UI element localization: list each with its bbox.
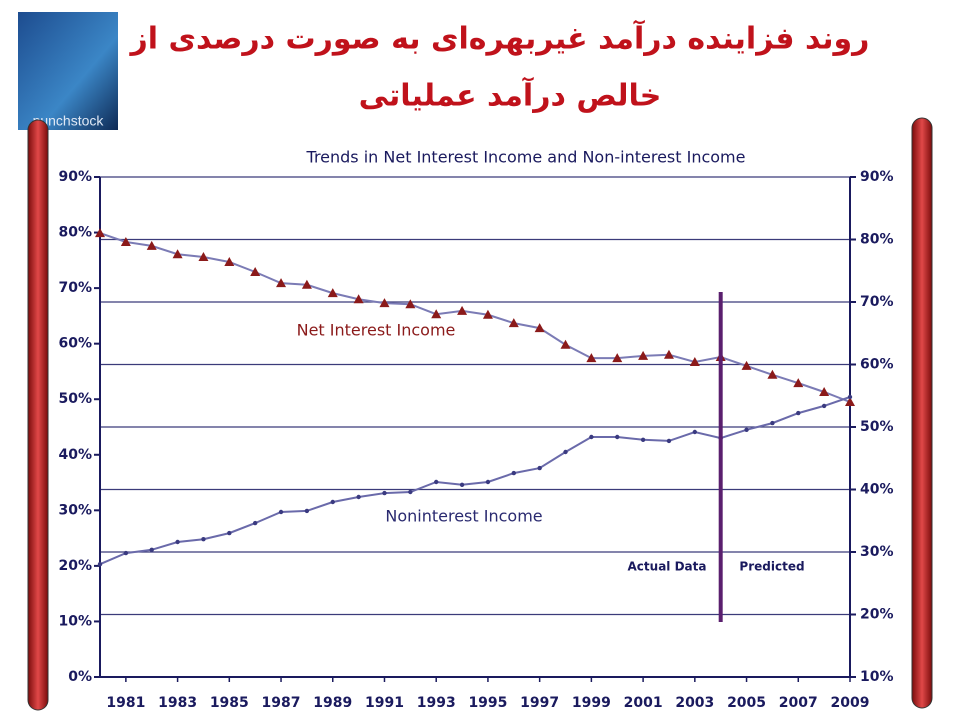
marker (563, 450, 567, 454)
marker (305, 509, 309, 513)
x-tick-label: 2009 (831, 695, 870, 711)
marker (175, 540, 179, 544)
y-tick-label: 10% (58, 613, 92, 629)
marker (693, 430, 697, 434)
x-tick-label: 2005 (727, 695, 766, 711)
y-tick-label: 30% (58, 502, 92, 518)
slide-title: خالص درآمد عملیاتی (359, 77, 662, 114)
annotation: Actual Data (628, 560, 707, 574)
marker (98, 562, 102, 566)
marker (279, 510, 283, 514)
x-tick-label: 1995 (468, 695, 507, 711)
x-tick-label: 1987 (262, 695, 301, 711)
x-tick-label: 1989 (313, 695, 352, 711)
x-tick-label: 1999 (572, 695, 611, 711)
marker (201, 537, 205, 541)
marker (822, 404, 826, 408)
marker (744, 428, 748, 432)
y-tick-label: 60% (58, 336, 92, 352)
marker (434, 480, 438, 484)
y2-tick-label: 20% (860, 607, 894, 623)
marker (150, 548, 154, 552)
x-tick-label: 1981 (106, 695, 145, 711)
y2-tick-label: 10% (860, 669, 894, 685)
x-tick-label: 1985 (210, 695, 249, 711)
marker (227, 531, 231, 535)
y-tick-label: 80% (58, 225, 92, 241)
y-tick-label: 90% (58, 169, 92, 185)
x-tick-label: 1983 (158, 695, 197, 711)
x-tick-label: 2003 (675, 695, 714, 711)
marker (537, 466, 541, 470)
x-tick-label: 1991 (365, 695, 404, 711)
y2-tick-label: 70% (860, 294, 894, 310)
x-tick-label: 2007 (779, 695, 818, 711)
marker (331, 500, 335, 504)
marker (253, 521, 257, 525)
marker (561, 340, 571, 349)
marker (460, 483, 464, 487)
x-tick-label: 1997 (520, 695, 559, 711)
y-tick-label: 70% (58, 280, 92, 296)
y2-tick-label: 30% (860, 544, 894, 560)
x-tick-label: 1993 (417, 695, 456, 711)
marker (124, 551, 128, 555)
marker (770, 421, 774, 425)
y2-tick-label: 80% (860, 232, 894, 248)
right-bracket (912, 118, 932, 708)
marker (486, 480, 490, 484)
annotation: Predicted (739, 560, 804, 574)
x-tick-label: 2001 (624, 695, 663, 711)
marker (408, 490, 412, 494)
marker (641, 438, 645, 442)
marker (512, 471, 516, 475)
marker (615, 435, 619, 439)
series-label: Net Interest Income (297, 321, 456, 340)
y2-tick-label: 40% (860, 482, 894, 498)
chart-title: Trends in Net Interest Income and Non-in… (306, 148, 746, 167)
y-tick-label: 40% (58, 447, 92, 463)
y2-tick-label: 50% (860, 419, 894, 435)
marker (667, 439, 671, 443)
series-label: Noninterest Income (385, 507, 542, 526)
y-tick-label: 20% (58, 558, 92, 574)
marker (589, 435, 593, 439)
marker (848, 395, 852, 399)
marker (796, 411, 800, 415)
marker (356, 495, 360, 499)
y-tick-label: 0% (68, 669, 92, 685)
y-tick-label: 50% (58, 391, 92, 407)
series-line (100, 233, 850, 402)
slide-title: روند فزاینده درآمد غیربهره‌ای به صورت در… (129, 20, 870, 57)
y2-tick-label: 90% (860, 169, 894, 185)
y2-tick-label: 60% (860, 357, 894, 373)
series-line (100, 397, 850, 564)
left-bracket (28, 120, 48, 710)
slide: punchstock روند فزاینده درآمد غیربهره‌ای… (0, 0, 955, 722)
marker (382, 491, 386, 495)
